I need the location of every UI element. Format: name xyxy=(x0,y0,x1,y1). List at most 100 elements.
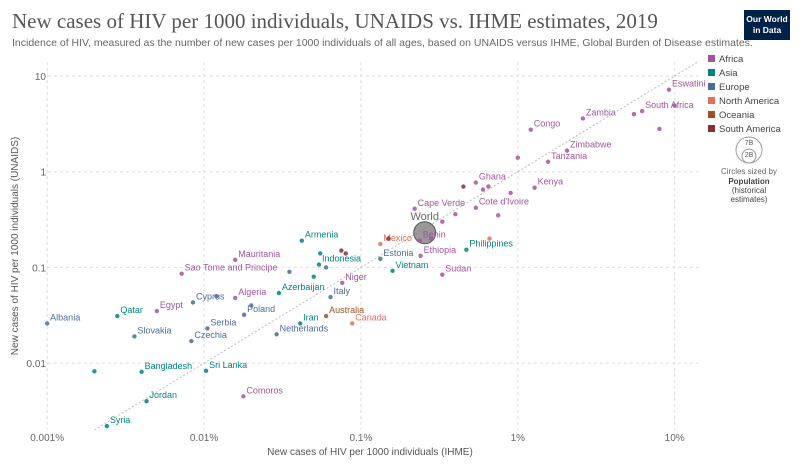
point-label: Ghana xyxy=(479,172,506,182)
point xyxy=(299,238,305,243)
point-label: Mauritania xyxy=(238,249,280,259)
point xyxy=(487,236,492,241)
legend-label: Oceania xyxy=(719,110,755,121)
point xyxy=(496,213,501,218)
point xyxy=(115,313,120,319)
legend-swatch xyxy=(708,55,715,62)
point xyxy=(461,184,466,189)
reference-line xyxy=(94,61,698,431)
x-tick-label: 0.01% xyxy=(190,433,218,444)
point xyxy=(233,257,238,263)
point xyxy=(417,238,422,243)
point xyxy=(203,368,209,374)
point-label: Cyprus xyxy=(196,291,225,301)
logo-text: in Data xyxy=(753,25,782,35)
size-legend-subtitle: (historical xyxy=(732,186,766,195)
point-label: Azerbaijan xyxy=(282,282,325,292)
point xyxy=(386,236,391,241)
point-label: Mexico xyxy=(383,233,412,243)
size-legend-subtitle: Population xyxy=(728,177,769,186)
point-label: Slovakia xyxy=(137,325,171,335)
size-legend-title: Circles sized by xyxy=(721,167,777,176)
point-label: Sudan xyxy=(445,264,471,274)
point xyxy=(564,148,570,153)
point-label: Italy xyxy=(334,286,351,296)
point xyxy=(508,190,513,196)
logo-box xyxy=(744,10,790,40)
point xyxy=(44,321,50,326)
point-label: Philippines xyxy=(469,239,513,249)
y-tick-label: 0.01 xyxy=(27,359,47,370)
y-tick-label: 10 xyxy=(35,72,47,83)
point xyxy=(154,308,160,314)
point-label: Egypt xyxy=(160,300,184,310)
point-label: Indonesia xyxy=(322,254,361,264)
size-legend-subtitle: estimates) xyxy=(731,195,768,204)
point xyxy=(323,265,329,270)
point xyxy=(276,290,282,296)
point-label: Cape Verde xyxy=(418,198,466,208)
point-label: Bangladesh xyxy=(145,361,193,371)
point xyxy=(672,103,677,108)
point xyxy=(274,332,279,337)
point-label: Vietnam xyxy=(396,260,429,270)
point xyxy=(428,236,434,241)
point xyxy=(92,369,97,374)
point-label: Niger xyxy=(345,272,367,282)
point xyxy=(241,394,246,399)
point-label: Serbia xyxy=(210,317,236,327)
x-tick-label: 10% xyxy=(665,433,685,444)
point xyxy=(297,321,303,326)
point-label: Iran xyxy=(303,312,319,322)
point xyxy=(528,127,533,132)
point-label: Sao Tome and Principe xyxy=(185,263,278,273)
x-axis-label: New cases of HIV per 1000 individuals (I… xyxy=(267,447,473,458)
x-tick-label: 1% xyxy=(511,433,526,444)
point-label: Zambia xyxy=(586,107,616,117)
point xyxy=(144,398,149,404)
point xyxy=(132,334,137,339)
point xyxy=(339,248,344,253)
point-label: Benin xyxy=(423,230,446,240)
point xyxy=(657,126,662,132)
point-label: Kenya xyxy=(538,177,564,187)
y-tick-label: 0.1 xyxy=(32,263,46,274)
point xyxy=(473,180,479,185)
point-label: Sri Lanka xyxy=(209,360,247,370)
point xyxy=(440,219,445,224)
legend-label: South America xyxy=(719,124,781,135)
point-label: Albania xyxy=(50,312,80,322)
legend-label: Africa xyxy=(719,54,744,65)
legend-swatch xyxy=(708,111,715,118)
point xyxy=(205,326,210,331)
point xyxy=(378,241,383,247)
point-label: Zimbabwe xyxy=(570,140,612,150)
point xyxy=(440,272,445,277)
point xyxy=(343,251,348,256)
point xyxy=(515,155,521,160)
point-label: South Africa xyxy=(645,100,694,110)
size-legend-label: 2B xyxy=(745,152,754,159)
chart-subtitle: Incidence of HIV, measured as the number… xyxy=(12,37,753,49)
legend-swatch xyxy=(708,69,715,76)
point-label: Comoros xyxy=(246,385,283,395)
point xyxy=(287,269,292,274)
point xyxy=(453,211,458,217)
point-label: Jordan xyxy=(150,390,178,400)
size-legend-label: 7B xyxy=(745,140,754,147)
point-label: Czechia xyxy=(194,330,227,340)
point-label: Cote d'Ivoire xyxy=(479,197,529,207)
point xyxy=(350,321,355,326)
x-tick-label: 0.001% xyxy=(30,433,64,444)
point xyxy=(249,303,254,308)
point-label: Tanzania xyxy=(551,151,587,161)
point-label: Netherlands xyxy=(280,323,329,333)
world-label: World xyxy=(410,211,439,223)
point-label: Syria xyxy=(110,415,131,425)
point-label: Qatar xyxy=(120,305,143,315)
point xyxy=(390,268,395,274)
legend-swatch xyxy=(708,125,715,132)
point-label: Poland xyxy=(247,304,275,314)
point xyxy=(311,274,316,279)
